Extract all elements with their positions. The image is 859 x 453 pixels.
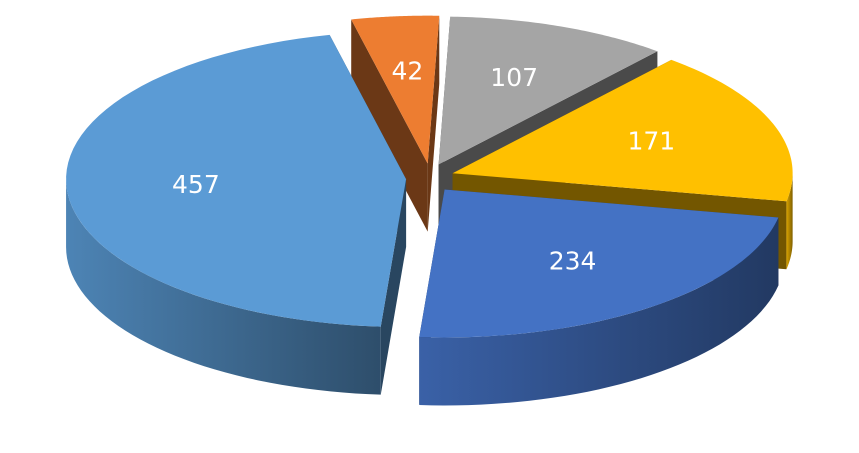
slice-side	[351, 19, 428, 232]
slice-wall	[786, 173, 793, 270]
pie-slice	[419, 189, 779, 338]
slice: 42	[351, 15, 440, 232]
slice-wall	[66, 179, 381, 395]
pie-slice	[351, 15, 440, 164]
slice-wall	[419, 217, 779, 406]
pie-slice	[452, 59, 793, 202]
slice: 457	[66, 34, 407, 395]
slice: 234	[419, 189, 779, 406]
data-label: 234	[549, 246, 597, 275]
data-label: 107	[490, 63, 538, 92]
slice-side	[427, 15, 440, 232]
data-label: 42	[391, 56, 423, 85]
data-label: 171	[627, 127, 675, 156]
data-label: 457	[172, 170, 220, 199]
pie-slice	[66, 34, 407, 327]
pie-slice	[438, 16, 658, 165]
